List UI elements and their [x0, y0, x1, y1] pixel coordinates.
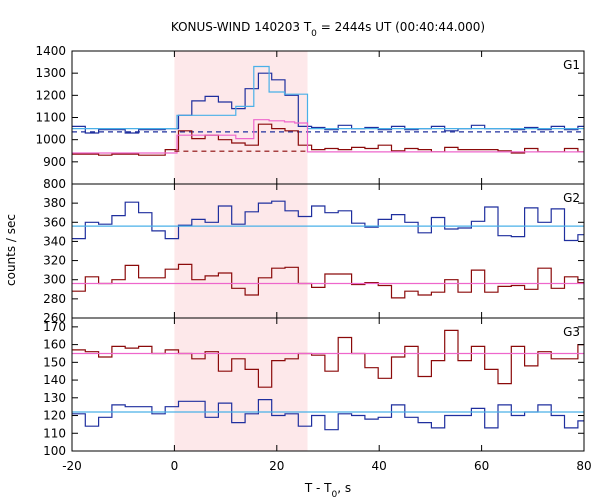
panel-g1-series-3 — [72, 123, 584, 156]
x-tick-label: 40 — [372, 459, 387, 473]
panel-g3-ytick-label: 130 — [43, 391, 66, 405]
x-tick-label: 0 — [171, 459, 179, 473]
panel-g1-ytick-label: 1300 — [35, 66, 66, 80]
panel-g3-ytick-label: 140 — [43, 373, 66, 387]
panel-g2-label: G2 — [563, 191, 580, 205]
panel-g2-ytick-label: 360 — [43, 215, 66, 229]
panel-g1-ytick-label: 900 — [43, 155, 66, 169]
panel-g3-frame — [71, 317, 585, 452]
panel-g1-series-1 — [72, 65, 584, 130]
panel-g2-ytick-label: 320 — [43, 254, 66, 268]
panel-g3-ytick-label: 110 — [43, 426, 66, 440]
panel-g2-ytick-label: 260 — [43, 311, 66, 325]
x-tick-label: -20 — [62, 459, 82, 473]
x-tick-label: 20 — [269, 459, 284, 473]
panel-g2-series-0 — [72, 200, 584, 242]
y-axis-label: counts / sec — [4, 214, 18, 286]
panel-g2-ytick-label: 380 — [43, 196, 66, 210]
panel-g3-ytick-label: 160 — [43, 338, 66, 352]
panel-g1-ytick-label: 800 — [43, 177, 66, 191]
panel-g2-ytick-label: 280 — [43, 292, 66, 306]
panel-g3-ytick-label: 120 — [43, 409, 66, 423]
x-tick-label: 80 — [576, 459, 591, 473]
x-tick-label: 60 — [474, 459, 489, 473]
x-axis-label: T - T0, s — [304, 481, 351, 500]
panel-g1-ytick-label: 1200 — [35, 88, 66, 102]
panel-g3-ytick-label: 100 — [43, 444, 66, 458]
panel-g1-series-4 — [72, 119, 584, 154]
highlight-band — [174, 51, 308, 451]
panel-g3-ytick-label: 150 — [43, 355, 66, 369]
chart-title: KONUS-WIND 140203 T0 = 2444s UT (00:40:4… — [171, 20, 485, 39]
panel-g1-label: G1 — [563, 58, 580, 72]
panel-g2-series-2 — [72, 263, 584, 299]
panel-g2-ytick-label: 300 — [43, 273, 66, 287]
panel-g1-ytick-label: 1000 — [35, 133, 66, 147]
panel-g1-ytick-label: 1400 — [35, 44, 66, 58]
panel-g3-label: G3 — [563, 325, 580, 339]
panel-g2-ytick-label: 340 — [43, 234, 66, 248]
panel-g1-ytick-label: 1100 — [35, 111, 66, 125]
panel-g3-ytick-label: 170 — [43, 320, 66, 334]
